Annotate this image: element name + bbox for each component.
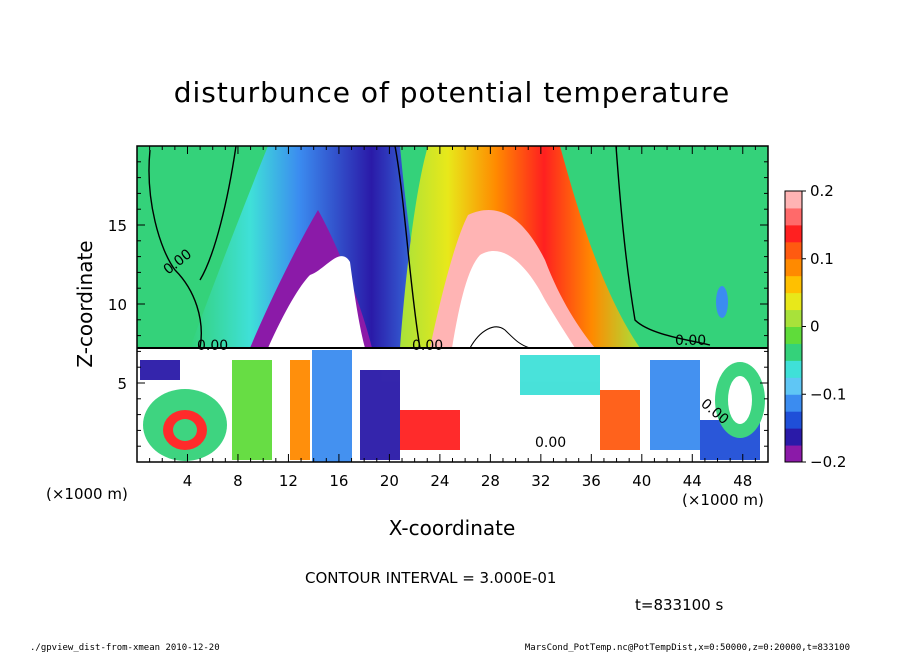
contour-label: 0.00 — [197, 338, 228, 354]
contour-interval: CONTOUR INTERVAL = 3.000E-01 — [305, 569, 556, 587]
colorbar-tick-label: 0.2 — [810, 182, 834, 200]
contour-lines — [137, 146, 768, 349]
y-axis: 5 10 15 — [108, 161, 768, 447]
contour-label: 0.00 — [535, 435, 566, 451]
x-axis-label: X-coordinate — [389, 516, 516, 540]
x-tick-label: 44 — [683, 472, 702, 490]
colorbar-tick-label: 0.1 — [810, 250, 834, 268]
colorbar-swatch — [785, 377, 802, 395]
x-tick-label: 20 — [380, 472, 399, 490]
colorbar-tick-label: −0.2 — [810, 453, 846, 471]
colorbar-swatch — [785, 292, 802, 311]
x-tick-label: 32 — [531, 472, 550, 490]
x-axis-unit: (×1000 m) — [682, 491, 764, 509]
colorbar-tick-label: −0.1 — [810, 385, 846, 403]
colorbar-swatch — [785, 394, 802, 412]
x-tick-label: 40 — [632, 472, 651, 490]
colorbar-swatch — [785, 207, 802, 226]
right-spot — [716, 286, 728, 318]
positive-core-white — [452, 251, 575, 348]
colorbar-swatch — [785, 360, 802, 378]
colorbar-swatch — [785, 241, 802, 260]
footer-right: MarsCond_PotTemp.nc@PotTempDist,x=0:5000… — [525, 643, 850, 653]
contour-label: 0.00 — [412, 338, 443, 354]
y-tick-label: 10 — [108, 296, 127, 314]
x-tick-label: 24 — [430, 472, 449, 490]
lower-layer-eddies — [140, 350, 765, 462]
y-tick-label: 15 — [108, 217, 127, 235]
colorbar-swatch — [785, 258, 802, 277]
x-tick-label: 36 — [582, 472, 601, 490]
contour-label-group: 0.00 0.00 0.00 0.00 0.00 0.00 — [161, 246, 732, 451]
x-tick-label: 12 — [279, 472, 298, 490]
time-label: t=833100 s — [635, 596, 723, 614]
colorbar-swatch — [785, 326, 802, 344]
x-tick-label: 28 — [481, 472, 500, 490]
x-axis: 4 8 12 16 20 24 28 32 36 40 44 48 — [149, 146, 756, 490]
heatmap-field: 0.00 0.00 0.00 0.00 0.00 0.00 — [137, 146, 768, 462]
colorbar-swatch — [785, 428, 802, 446]
contour-label: 0.00 — [675, 333, 706, 349]
y-axis-unit: (×1000 m) — [46, 485, 128, 503]
colorbar-swatch — [785, 411, 802, 429]
x-tick-label: 8 — [233, 472, 243, 490]
colorbar-swatch — [785, 191, 802, 209]
footer-left: ./gpview_dist-from-xmean 2010-12-20 — [30, 643, 220, 653]
colorbar-swatch — [785, 445, 802, 463]
x-tick-label: 16 — [329, 472, 348, 490]
colorbar-swatch — [785, 275, 802, 294]
colorbar-swatch — [785, 343, 802, 361]
negative-core-white — [268, 256, 365, 348]
colorbar-swatch — [785, 309, 802, 327]
y-tick-label: 5 — [117, 375, 127, 393]
y-axis-label: Z-coordinate — [73, 240, 97, 367]
chart-title: disturbunce of potential temperature — [174, 76, 731, 109]
colorbar-swatch — [785, 224, 802, 243]
colorbar-ticks: 0.2 0.1 0 −0.1 −0.2 — [802, 182, 846, 471]
colorbar — [784, 190, 803, 463]
colorbar-tick-label: 0 — [810, 318, 820, 336]
x-tick-label: 4 — [183, 472, 193, 490]
x-tick-label: 48 — [733, 472, 752, 490]
